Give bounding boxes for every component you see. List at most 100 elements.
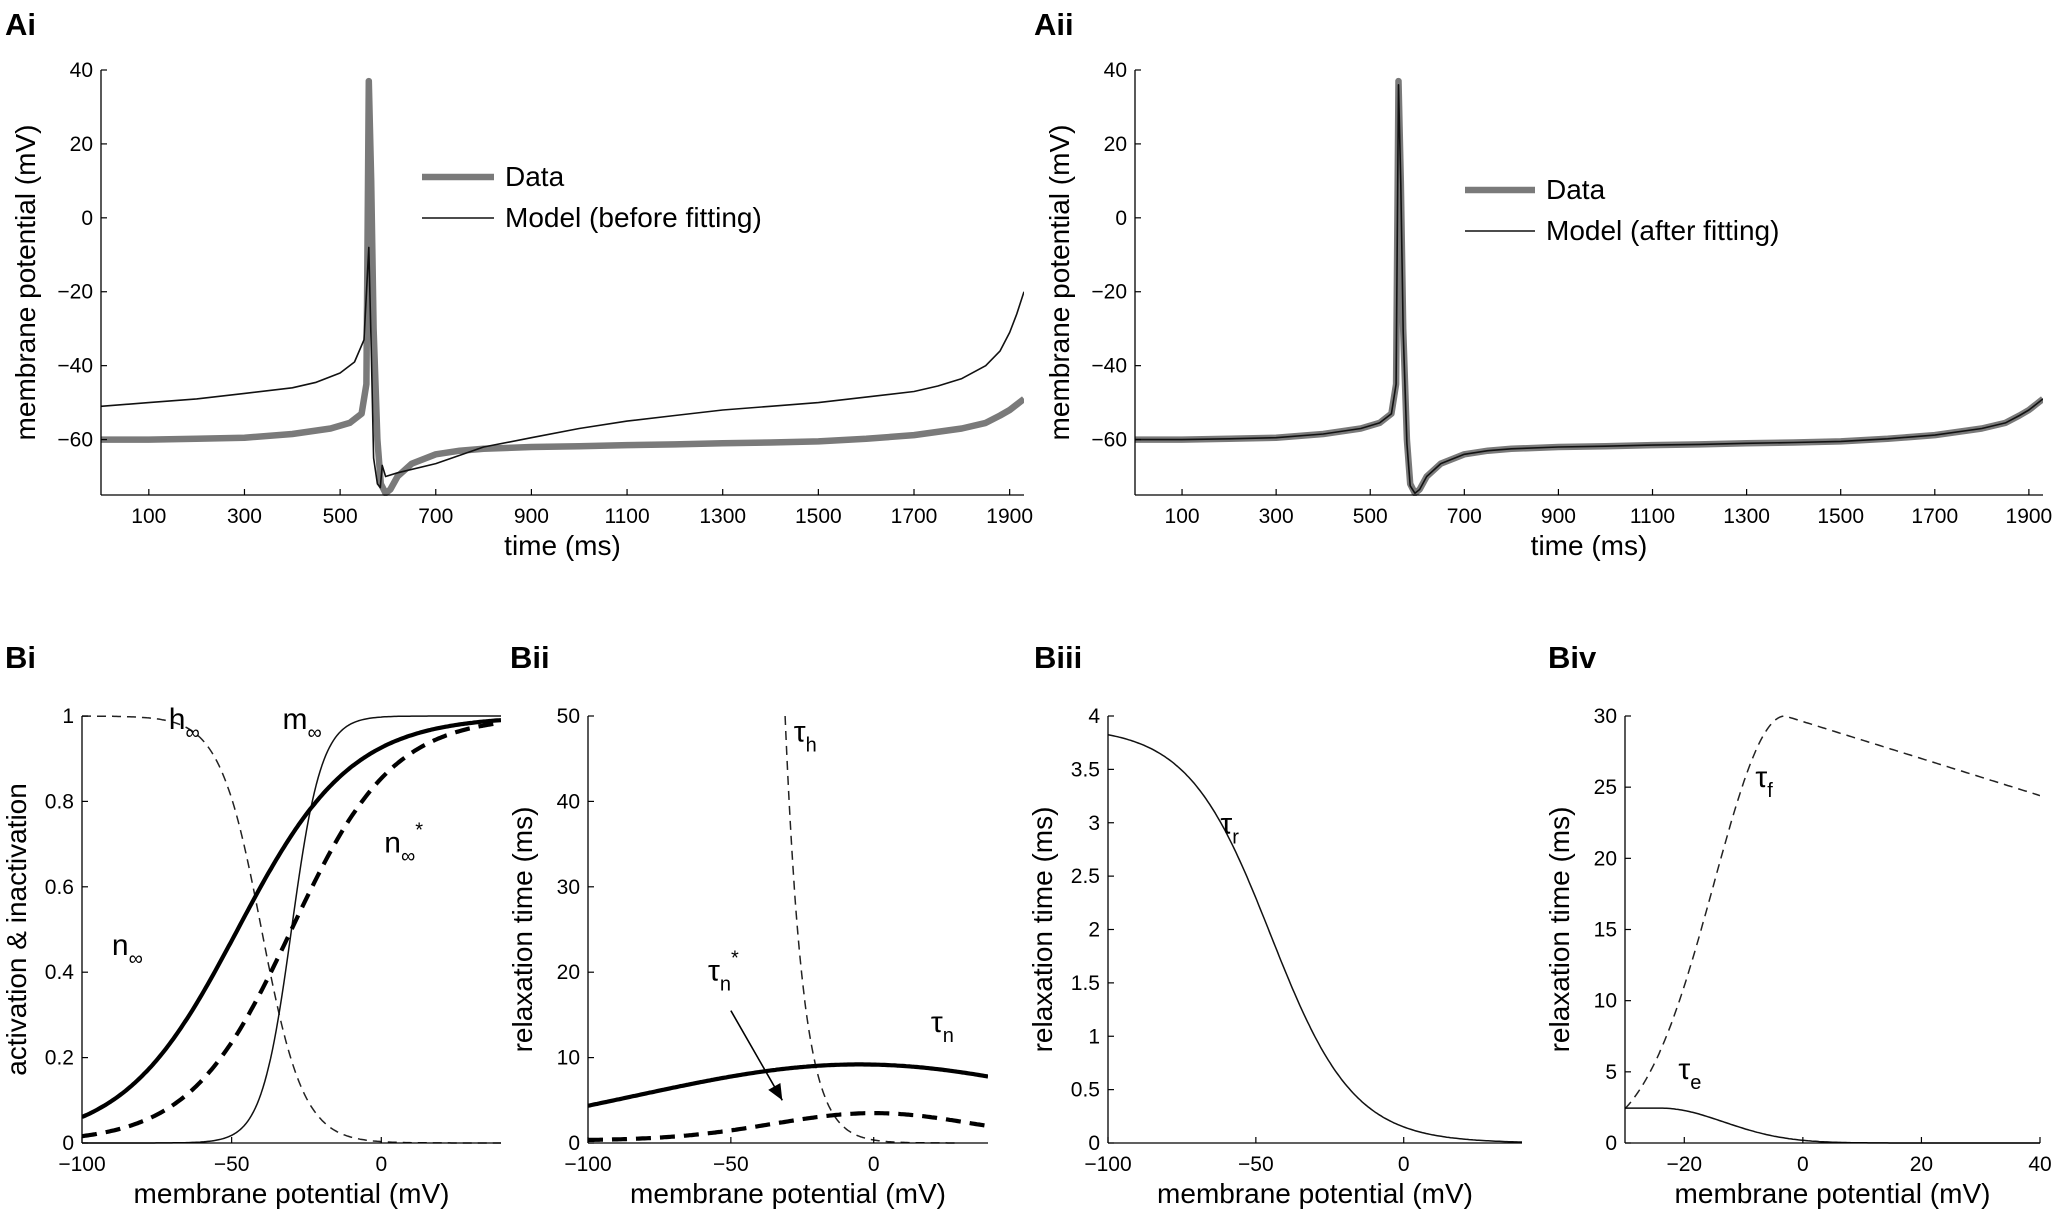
y-axis-label: membrane potential (mV) bbox=[1044, 125, 1075, 441]
y-tick-label: 20 bbox=[557, 961, 580, 984]
series-line-0 bbox=[101, 77, 1024, 496]
panel-label: Biii bbox=[1034, 640, 1082, 675]
x-tick-label: 0 bbox=[1398, 1153, 1410, 1176]
panel-label: Bii bbox=[510, 640, 550, 675]
x-tick-label: 300 bbox=[1259, 505, 1294, 528]
y-axis-label: activation & inactivation bbox=[1, 783, 32, 1076]
y-tick-label: 0.6 bbox=[45, 876, 74, 899]
annotation-superscript: * bbox=[415, 820, 423, 842]
curve-annotation: τh bbox=[794, 716, 817, 757]
panel-ai: Ai 100 300 500 700 900 1100 1300 1500 1700 1900 −60… bbox=[5, 7, 1033, 561]
x-tick-label: 1100 bbox=[604, 505, 649, 528]
series-line-3 bbox=[82, 720, 501, 1139]
legend-label: Data bbox=[1546, 174, 1606, 205]
x-tick-label: 700 bbox=[1447, 505, 1482, 528]
x-tick-label: 1900 bbox=[986, 505, 1033, 528]
y-tick-label: 30 bbox=[557, 876, 580, 899]
y-tick-label: 0 bbox=[1088, 1132, 1100, 1155]
legend-label: Data bbox=[505, 161, 565, 192]
x-tick-label: 0 bbox=[375, 1153, 387, 1176]
curve-annotation: τe bbox=[1678, 1053, 1701, 1094]
x-tick-label: 1900 bbox=[2006, 505, 2053, 528]
series-line-2 bbox=[588, 1111, 988, 1142]
y-tick-label: 20 bbox=[1104, 133, 1127, 156]
annotation-subscript: ∞ bbox=[129, 948, 143, 970]
y-tick-label: 40 bbox=[557, 790, 580, 813]
curve-annotation: τr bbox=[1220, 807, 1239, 848]
y-tick-label: −40 bbox=[57, 355, 93, 378]
annotation-symbol: n bbox=[112, 929, 129, 962]
curve-annotation: τn* bbox=[708, 948, 739, 996]
x-tick-label: 0 bbox=[868, 1153, 880, 1176]
x-axis-label: membrane potential (mV) bbox=[1675, 1178, 1991, 1209]
y-axis-label: relaxation time (ms) bbox=[1544, 807, 1575, 1053]
y-tick-label: 20 bbox=[1594, 847, 1617, 870]
annotation-subscript: ∞ bbox=[308, 722, 322, 744]
series-line-0 bbox=[784, 715, 960, 1144]
x-tick-label: 0 bbox=[1797, 1153, 1809, 1176]
y-tick-label: 3.5 bbox=[1071, 758, 1100, 781]
annotation-subscript: n bbox=[943, 1025, 954, 1047]
x-axis-label: membrane potential (mV) bbox=[134, 1178, 450, 1209]
x-tick-label: 1500 bbox=[1817, 505, 1864, 528]
x-tick-label: 500 bbox=[323, 505, 358, 528]
annotation-symbol: τ bbox=[708, 955, 720, 988]
x-tick-label: −20 bbox=[1666, 1153, 1702, 1176]
annotation-subscript: r bbox=[1232, 826, 1239, 848]
x-tick-label: 900 bbox=[514, 505, 549, 528]
series-line-1 bbox=[1135, 84, 2043, 494]
y-tick-label: 25 bbox=[1594, 776, 1617, 799]
curve-annotation: n∞ bbox=[112, 929, 143, 970]
curve-annotation: m∞ bbox=[283, 703, 322, 744]
y-tick-label: −20 bbox=[1091, 281, 1127, 304]
y-tick-label: −60 bbox=[57, 429, 93, 452]
x-tick-label: −50 bbox=[214, 1153, 250, 1176]
x-tick-label: 1300 bbox=[699, 505, 746, 528]
annotation-symbol: m bbox=[283, 703, 308, 736]
series-line-0 bbox=[1108, 733, 1522, 1143]
y-tick-label: 0 bbox=[568, 1132, 580, 1155]
annotation-symbol: τ bbox=[1755, 761, 1767, 794]
y-tick-label: 10 bbox=[557, 1047, 580, 1070]
y-axis-label: relaxation time (ms) bbox=[1027, 807, 1058, 1053]
legend-label: Model (after fitting) bbox=[1546, 215, 1779, 246]
curve-annotation: τf bbox=[1755, 761, 1773, 802]
x-tick-label: −100 bbox=[1084, 1153, 1131, 1176]
y-tick-label: 2.5 bbox=[1071, 865, 1100, 888]
y-tick-label: 0.5 bbox=[1071, 1079, 1100, 1102]
legend: Data Model (after fitting) bbox=[1465, 174, 1779, 246]
x-tick-label: 300 bbox=[227, 505, 262, 528]
y-tick-label: 40 bbox=[70, 59, 93, 82]
series-line-0 bbox=[1135, 77, 2043, 496]
x-tick-label: 20 bbox=[1910, 1153, 1933, 1176]
y-axis-label: membrane potential (mV) bbox=[10, 125, 41, 441]
x-tick-label: −50 bbox=[1238, 1153, 1274, 1176]
x-tick-label: 100 bbox=[1165, 505, 1200, 528]
legend-label: Model (before fitting) bbox=[505, 202, 762, 233]
x-tick-label: −50 bbox=[713, 1153, 749, 1176]
panel-label: Aii bbox=[1034, 7, 1074, 42]
x-axis-label: time (ms) bbox=[1531, 530, 1648, 561]
series-line-1 bbox=[588, 1062, 988, 1108]
annotation-subscript: h bbox=[806, 735, 817, 757]
annotation-symbol: h bbox=[169, 703, 186, 736]
arrow-shaft bbox=[730, 1010, 783, 1101]
panel-label: Bi bbox=[5, 640, 36, 675]
panel-label: Biv bbox=[1548, 640, 1597, 675]
y-tick-label: 0 bbox=[62, 1132, 74, 1155]
y-tick-label: 0.8 bbox=[45, 790, 74, 813]
annotation-symbol: τ bbox=[931, 1006, 943, 1039]
x-tick-label: 700 bbox=[418, 505, 453, 528]
x-tick-label: 1700 bbox=[1911, 505, 1958, 528]
x-tick-label: −100 bbox=[58, 1153, 105, 1176]
x-tick-label: 500 bbox=[1353, 505, 1388, 528]
panel-biv: Biv −20 0 20 40 0 5 10 15 20 25 30 membrane potentia… bbox=[1544, 640, 2052, 1209]
annotation-symbol: τ bbox=[794, 716, 806, 749]
y-tick-label: −60 bbox=[1091, 429, 1127, 452]
series-line-1 bbox=[82, 715, 501, 1144]
y-tick-label: 4 bbox=[1088, 705, 1100, 728]
y-tick-label: 30 bbox=[1594, 705, 1617, 728]
y-tick-label: 20 bbox=[70, 133, 93, 156]
series-line-1 bbox=[1625, 1107, 2040, 1144]
